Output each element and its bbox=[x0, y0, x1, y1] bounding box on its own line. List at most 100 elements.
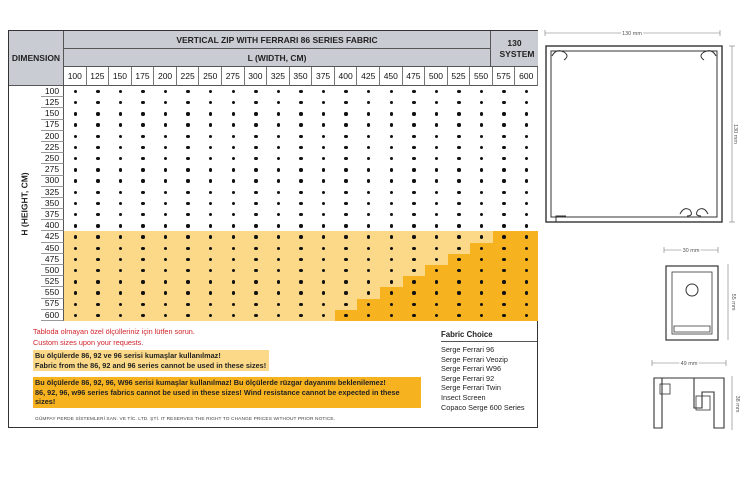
availability-dot bbox=[457, 134, 461, 139]
size-cell bbox=[312, 253, 335, 266]
size-cell bbox=[267, 298, 290, 310]
size-cell bbox=[86, 119, 110, 131]
size-cell bbox=[402, 130, 426, 142]
availability-dot bbox=[344, 201, 348, 206]
availability-dot bbox=[412, 246, 416, 250]
height-header: 200 bbox=[41, 130, 64, 142]
size-cell bbox=[64, 231, 87, 243]
size-cell bbox=[86, 298, 110, 310]
size-cell bbox=[312, 130, 335, 142]
availability-dot bbox=[209, 201, 213, 206]
availability-dot bbox=[186, 212, 190, 217]
size-cell bbox=[425, 153, 448, 165]
size-cell bbox=[492, 108, 516, 120]
availability-dot bbox=[163, 246, 168, 250]
availability-dot bbox=[321, 112, 326, 116]
size-cell bbox=[64, 141, 87, 154]
availability-dot bbox=[344, 89, 348, 94]
availability-dot bbox=[457, 280, 461, 284]
availability-dot bbox=[254, 224, 258, 228]
size-cell bbox=[289, 276, 313, 288]
availability-dot bbox=[186, 280, 190, 284]
size-cell bbox=[86, 186, 110, 198]
availability-dot bbox=[276, 302, 281, 306]
size-cell bbox=[447, 242, 471, 254]
size-cell bbox=[86, 197, 110, 210]
size-cell bbox=[447, 220, 471, 232]
size-cell bbox=[425, 141, 448, 154]
availability-dot bbox=[276, 235, 281, 239]
box-profile-drawing: 130 mm 130 mm bbox=[544, 30, 740, 223]
availability-dot bbox=[299, 190, 303, 194]
size-cell bbox=[312, 265, 335, 277]
size-cell bbox=[289, 309, 313, 321]
size-cell bbox=[357, 86, 380, 98]
size-cell bbox=[357, 231, 380, 243]
size-cell bbox=[199, 141, 222, 154]
size-cell bbox=[447, 97, 471, 109]
availability-dot bbox=[254, 291, 258, 295]
availability-dot bbox=[73, 134, 77, 139]
size-cell bbox=[131, 276, 155, 288]
availability-dot bbox=[141, 280, 145, 284]
availability-dot bbox=[276, 112, 281, 116]
size-cell bbox=[289, 86, 313, 98]
size-cell bbox=[380, 265, 403, 277]
availability-dot bbox=[118, 268, 123, 273]
availability-dot bbox=[163, 89, 168, 94]
availability-dot bbox=[73, 224, 77, 228]
availability-dot bbox=[73, 190, 77, 194]
size-cell bbox=[380, 298, 403, 310]
size-cell bbox=[199, 298, 222, 310]
availability-dot bbox=[321, 280, 326, 284]
availability-dot bbox=[457, 224, 461, 228]
availability-dot bbox=[209, 280, 213, 284]
size-cell bbox=[267, 253, 290, 266]
availability-dot bbox=[321, 201, 326, 206]
availability-dot bbox=[163, 257, 168, 262]
availability-dot bbox=[163, 157, 168, 161]
size-cell bbox=[312, 186, 335, 198]
availability-dot bbox=[321, 257, 326, 262]
height-header: 125 bbox=[41, 97, 64, 109]
size-cell bbox=[470, 175, 493, 187]
size-cell bbox=[312, 220, 335, 232]
availability-dot bbox=[479, 280, 484, 284]
availability-dot bbox=[479, 89, 484, 94]
availability-dot bbox=[141, 112, 145, 116]
availability-dot bbox=[231, 280, 235, 284]
availability-dot bbox=[344, 246, 348, 250]
rail-width-label: 30 mm bbox=[683, 248, 700, 254]
availability-dot bbox=[344, 302, 348, 306]
availability-dot bbox=[434, 280, 439, 284]
size-cell bbox=[402, 253, 426, 266]
availability-dot bbox=[434, 157, 439, 161]
availability-dot bbox=[276, 224, 281, 228]
size-cell bbox=[402, 108, 426, 120]
availability-dot bbox=[276, 101, 281, 105]
availability-dot bbox=[96, 246, 100, 250]
availability-dot bbox=[479, 145, 484, 150]
size-cell bbox=[244, 130, 268, 142]
size-cell bbox=[64, 130, 87, 142]
size-cell bbox=[64, 119, 87, 131]
availability-dot bbox=[209, 112, 213, 116]
size-cell bbox=[131, 253, 155, 266]
size-cell bbox=[176, 298, 200, 310]
size-cell bbox=[154, 265, 177, 277]
size-cell bbox=[312, 298, 335, 310]
availability-dot bbox=[231, 157, 235, 161]
size-cell bbox=[402, 97, 426, 109]
availability-dot bbox=[412, 268, 416, 273]
size-cell bbox=[425, 175, 448, 187]
availability-dot bbox=[502, 157, 506, 161]
availability-dot bbox=[209, 313, 213, 318]
size-cell bbox=[334, 186, 358, 198]
size-cell bbox=[154, 186, 177, 198]
size-cell bbox=[357, 220, 380, 232]
availability-dot bbox=[434, 268, 439, 273]
availability-dot bbox=[479, 268, 484, 273]
size-cell bbox=[267, 197, 290, 210]
size-cell bbox=[312, 276, 335, 288]
availability-dot bbox=[209, 168, 213, 172]
